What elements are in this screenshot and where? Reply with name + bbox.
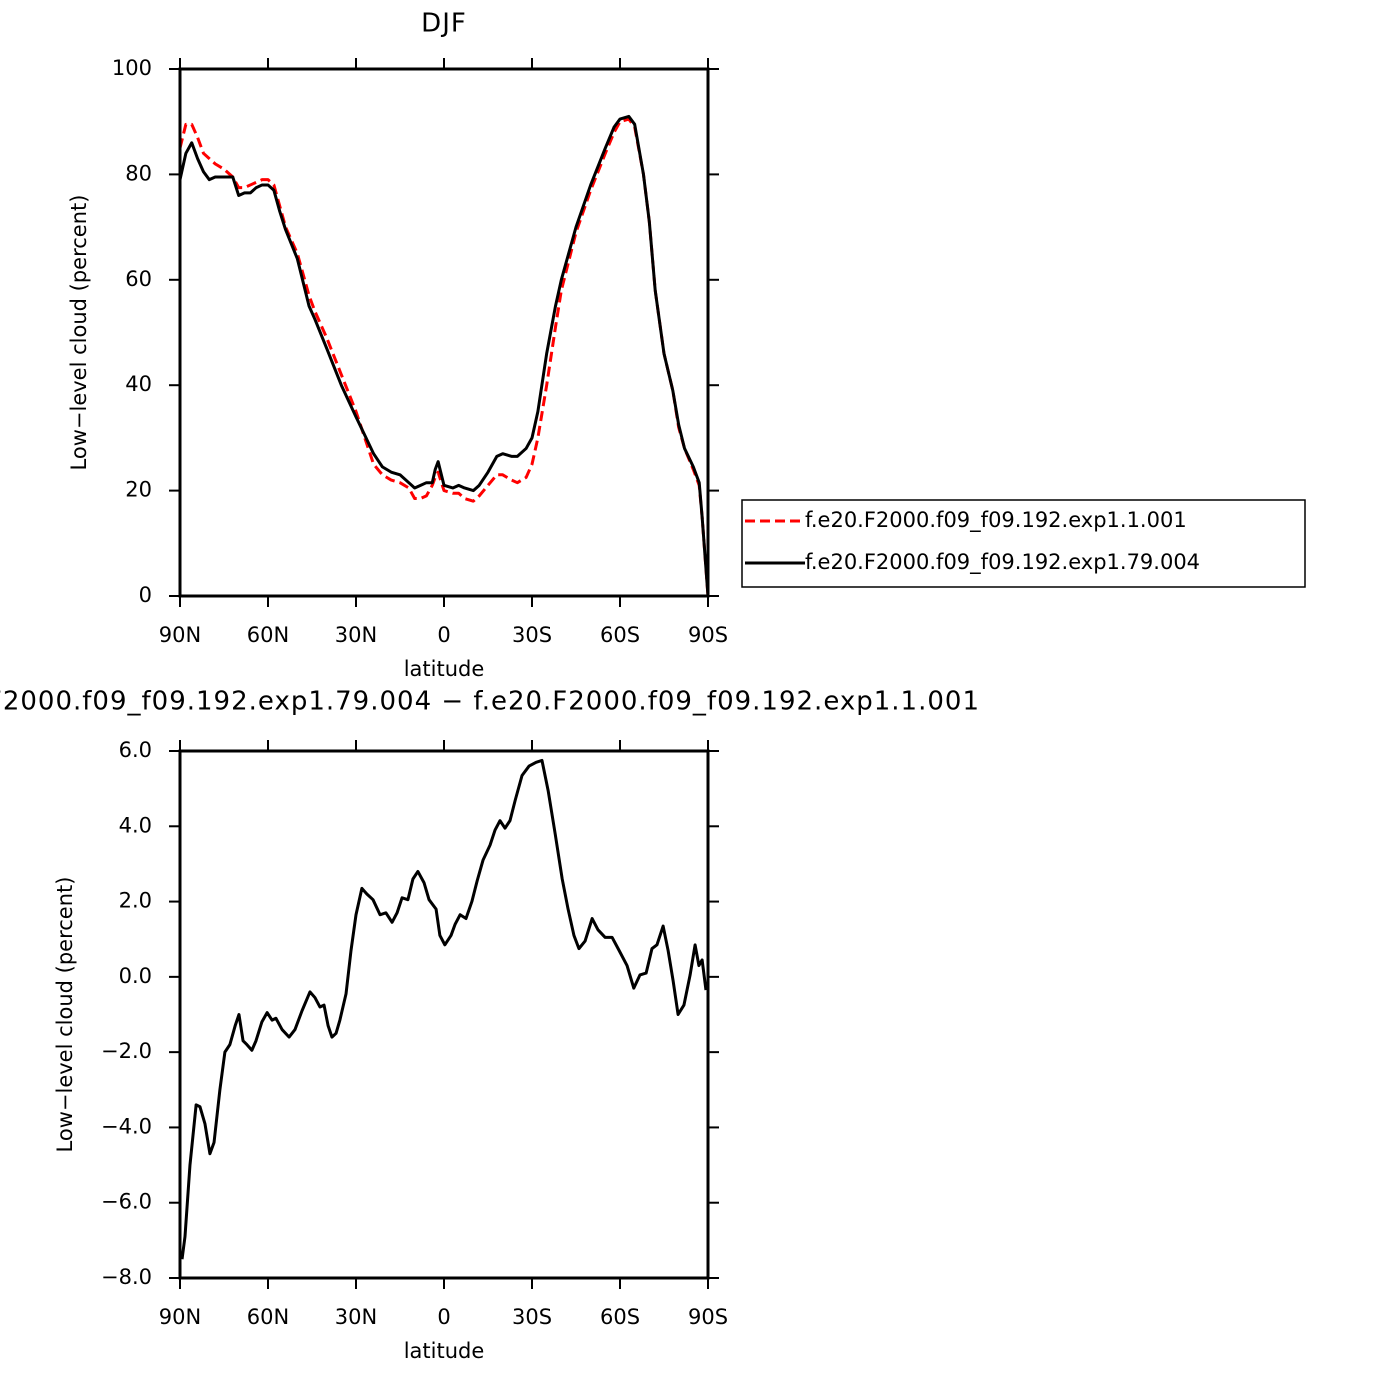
y-tick-label: −4.0 <box>101 1114 152 1138</box>
legend-box <box>741 499 1306 588</box>
data-line <box>178 117 710 597</box>
chart-title: f.e20.F2000.f09_f09.192.exp1.79.004 − f.… <box>0 687 980 717</box>
y-tick-label: 4.0 <box>119 813 152 837</box>
y-tick-label: −6.0 <box>101 1190 152 1214</box>
x-tick-label: 0 <box>437 623 450 647</box>
plot-frame <box>178 67 710 598</box>
x-tick-label: 60N <box>247 1305 289 1329</box>
y-axis-label: Low−level cloud (percent) <box>67 195 91 471</box>
x-tick-label: 0 <box>437 1305 450 1329</box>
plot-frame <box>178 749 710 1280</box>
x-tick-label: 30S <box>512 623 552 647</box>
y-tick-label: −2.0 <box>101 1039 152 1063</box>
y-tick-label: 60 <box>125 267 152 291</box>
x-axis-label: latitude <box>404 657 485 681</box>
x-tick-label: 30N <box>335 1305 377 1329</box>
x-tick-label: 60N <box>247 623 289 647</box>
legend-label: f.e20.F2000.f09_f09.192.exp1.79.004 <box>805 550 1200 575</box>
data-line <box>178 114 710 597</box>
y-tick-label: 100 <box>112 56 152 80</box>
x-tick-label: 90S <box>688 623 728 647</box>
y-tick-label: 6.0 <box>119 738 152 762</box>
y-tick-label: 0.0 <box>119 964 152 988</box>
x-tick-label: 30S <box>512 1305 552 1329</box>
x-axis-label: latitude <box>404 1339 485 1363</box>
y-tick-label: 0 <box>139 583 152 607</box>
y-tick-label: 2.0 <box>119 889 152 913</box>
y-tick-label: 80 <box>125 161 152 185</box>
x-tick-label: 90N <box>159 1305 201 1329</box>
x-tick-label: 90S <box>688 1305 728 1329</box>
y-tick-label: 40 <box>125 372 152 396</box>
x-tick-label: 60S <box>600 623 640 647</box>
legend-label: f.e20.F2000.f09_f09.192.exp1.1.001 <box>805 508 1187 533</box>
y-tick-label: −8.0 <box>101 1265 152 1289</box>
x-tick-label: 30N <box>335 623 377 647</box>
chart-title: DJF <box>421 9 467 39</box>
x-tick-label: 60S <box>600 1305 640 1329</box>
y-tick-label: 20 <box>125 478 152 502</box>
y-axis-label: Low−level cloud (percent) <box>53 877 77 1153</box>
data-line <box>180 758 708 1260</box>
x-tick-label: 90N <box>159 623 201 647</box>
